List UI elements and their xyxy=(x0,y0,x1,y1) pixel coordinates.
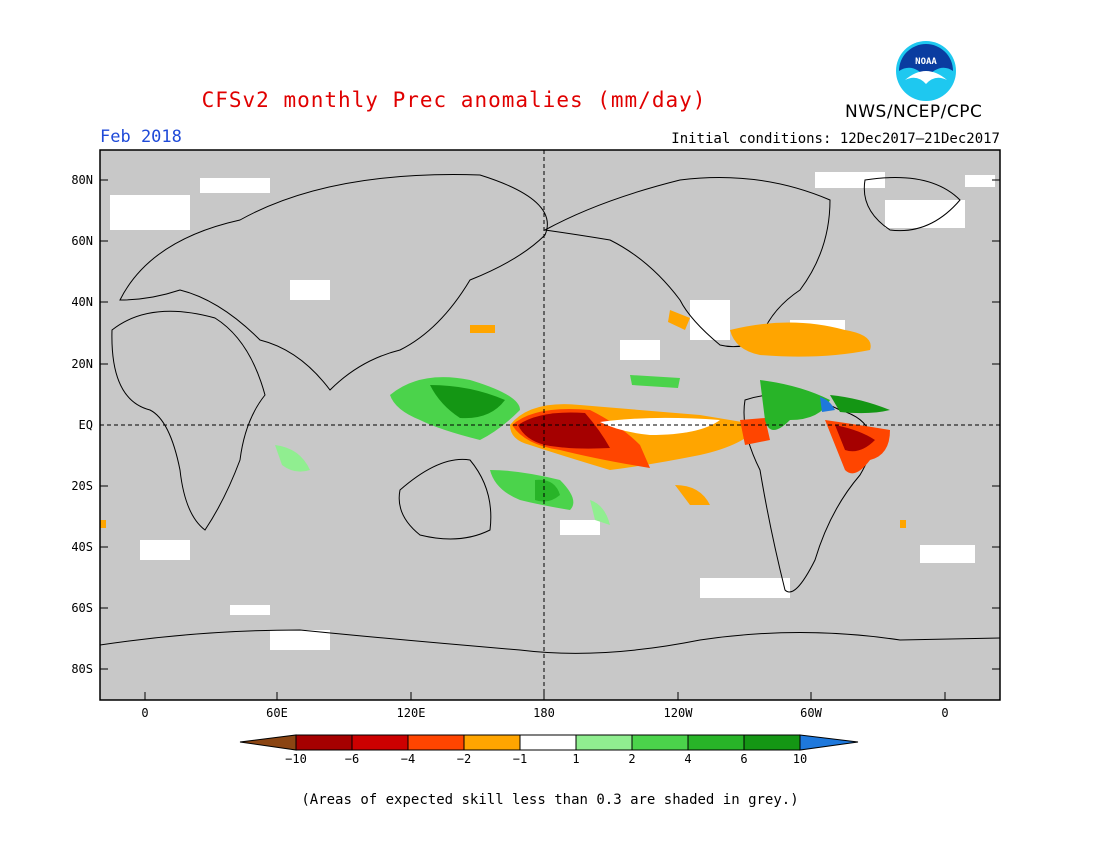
lon-label-180: 180 xyxy=(533,706,555,720)
lat-label-60s: 60S xyxy=(71,601,93,615)
lat-label-20s: 20S xyxy=(71,479,93,493)
map-background xyxy=(100,150,1000,700)
colorbar-swatch-mid-green xyxy=(687,734,745,751)
lon-ticks xyxy=(144,692,946,700)
colorbar-label-3: −4 xyxy=(401,752,415,766)
colorbar-label-5: −1 xyxy=(513,752,527,766)
forecast-month: Feb 2018 xyxy=(100,127,182,147)
colorbar-label-4: −2 xyxy=(457,752,471,766)
colorbar-swatch-orange xyxy=(463,734,521,751)
colorbar-swatch-dark-red xyxy=(295,734,353,751)
colorbar-swatch-green xyxy=(631,734,689,751)
coastlines xyxy=(99,174,1001,654)
agency-label: NWS/NCEP/CPC xyxy=(845,102,983,122)
lat-label-60n: 60N xyxy=(71,234,93,248)
lat-label-20n: 20N xyxy=(71,357,93,371)
colorbar-label-1: −10 xyxy=(285,752,307,766)
colorbar-label-6: 1 xyxy=(572,752,579,766)
colorbar-label-8: 4 xyxy=(684,752,691,766)
colorbar-swatch-red xyxy=(351,734,409,751)
lon-label-120w: 120W xyxy=(664,706,694,720)
colorbar-swatch-dark-green xyxy=(743,734,801,751)
lat-label-80s: 80S xyxy=(71,662,93,676)
colorbar-label-9: 6 xyxy=(740,752,747,766)
lat-label-eq: EQ xyxy=(79,418,93,432)
colorbar-swatch-light-green xyxy=(575,734,633,751)
colorbar-label-7: 2 xyxy=(628,752,635,766)
lat-label-40n: 40N xyxy=(71,295,93,309)
colorbar-label-10: 10 xyxy=(793,752,807,766)
map-title: CFSv2 monthly Prec anomalies (mm/day) xyxy=(201,88,707,112)
lat-label-40s: 40S xyxy=(71,540,93,554)
colorbar-swatch-white xyxy=(519,734,577,751)
skill-footnote: (Areas of expected skill less than 0.3 a… xyxy=(301,792,799,808)
lon-label-60w: 60W xyxy=(800,706,822,720)
colorbar-arrow-right xyxy=(799,734,859,751)
lon-label-0-west: 0 xyxy=(141,706,148,720)
colorbar-label-2: −6 xyxy=(345,752,359,766)
positive-anomaly-patches xyxy=(275,375,890,525)
lon-label-120e: 120E xyxy=(397,706,426,720)
initial-conditions-label: Initial conditions: 12Dec2017–21Dec2017 xyxy=(671,131,1000,147)
lat-label-80n: 80N xyxy=(71,173,93,187)
map-frame xyxy=(99,149,1001,701)
lat-ticks xyxy=(100,179,1000,670)
colorbar xyxy=(239,734,859,751)
colorbar-arrow-left xyxy=(239,734,297,751)
lon-label-60e: 60E xyxy=(266,706,288,720)
noaa-logo: NOAA xyxy=(896,41,956,101)
negative-anomaly-patches xyxy=(100,310,906,528)
logo-text: NOAA xyxy=(915,57,937,67)
colorbar-swatch-red-orange xyxy=(407,734,465,751)
lon-label-0-east: 0 xyxy=(941,706,948,720)
white-anomaly-patches xyxy=(110,172,995,650)
